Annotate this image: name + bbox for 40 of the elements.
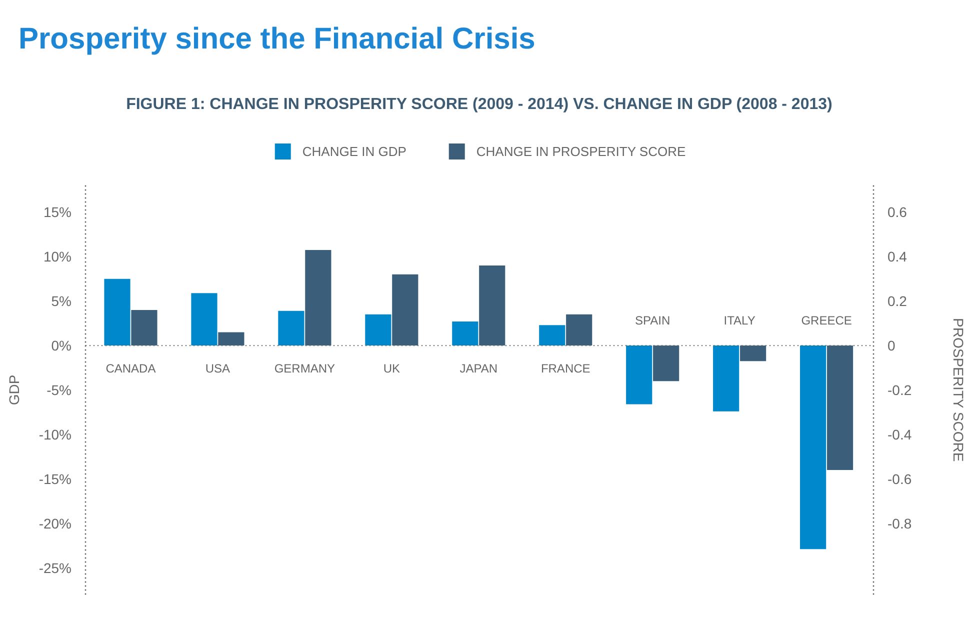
x-tick-label: GREECE [801, 314, 852, 328]
chart-subtitle: FIGURE 1: CHANGE IN PROSPERITY SCORE (2009 - 2014) VS. CHANGE IN GDP (2008 - 2013) [126, 96, 832, 113]
x-tick-label: SPAIN [635, 314, 670, 328]
y-tick-label: 15% [43, 204, 72, 220]
x-tick-label: GERMANY [274, 362, 336, 376]
bar [740, 346, 766, 362]
y-tick-label: 10% [43, 248, 72, 265]
chart-title: Prosperity since the Financial Crisis [18, 22, 536, 56]
y-tick-label: -20% [38, 515, 72, 532]
y-tick-label: -15% [38, 470, 72, 487]
legend-label: CHANGE IN PROSPERITY SCORE [476, 144, 686, 158]
bar [191, 293, 218, 346]
y-tick-label: 5% [51, 293, 72, 310]
y-tick-label: -10% [38, 426, 72, 442]
bar [392, 274, 418, 346]
y2-axis-title: PROSPERITY SCORE [950, 318, 967, 462]
x-tick-label: UK [383, 362, 400, 376]
y-tick-label: 0% [51, 338, 72, 354]
y2-tick-label: 0.4 [888, 248, 908, 265]
y2-tick-label: -0.4 [888, 426, 912, 442]
x-tick-label: CANADA [106, 362, 156, 376]
y-tick-label: -5% [46, 382, 72, 398]
y2-tick-label: 0.2 [888, 293, 908, 310]
y2-tick-label: -0.8 [888, 515, 912, 532]
x-tick-label: USA [205, 362, 230, 376]
bar [479, 266, 506, 346]
y2-tick-label: 0 [888, 338, 896, 354]
y2-tick-label: -0.2 [888, 382, 912, 398]
y-axis-title: GDP [6, 374, 22, 406]
legend-label: CHANGE IN GDP [302, 144, 406, 158]
y2-tick-label: -0.6 [888, 470, 912, 487]
bar [218, 332, 244, 346]
bar [305, 250, 332, 346]
bar [452, 322, 478, 346]
y2-tick-label: 0.6 [888, 204, 908, 220]
bar [713, 346, 740, 412]
x-tick-label: JAPAN [460, 362, 498, 376]
y-tick-label: -25% [38, 560, 72, 576]
x-tick-label: ITALY [724, 314, 756, 328]
x-tick-label: FRANCE [540, 362, 590, 376]
